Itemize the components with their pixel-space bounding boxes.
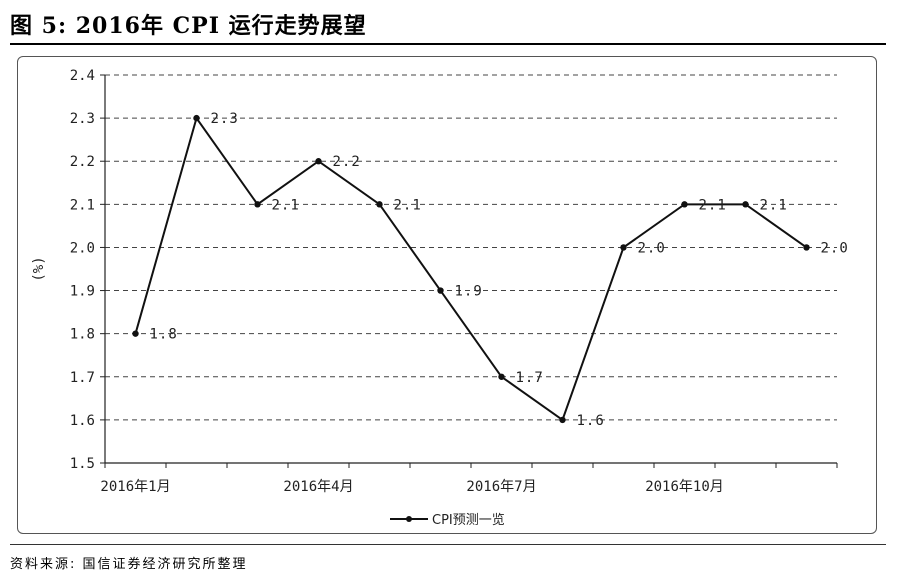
data-label: 2.3 [211, 111, 239, 127]
axes [100, 74, 838, 468]
y-tick-label: 2.1 [70, 197, 95, 213]
legend-marker [406, 516, 412, 522]
y-tick-labels: 1.5 1.6 1.7 1.8 1.9 2.0 2.1 2.2 2.3 2.4 [70, 68, 95, 472]
y-tick-label: 1.8 [70, 327, 95, 343]
y-tick-label: 2.2 [70, 154, 95, 170]
x-tick-label: 2016年10月 [645, 479, 724, 495]
y-tick-label: 1.5 [70, 456, 95, 472]
legend: CPI预测一览 [390, 512, 505, 528]
data-point [559, 416, 566, 424]
y-tick-label: 2.0 [70, 240, 95, 256]
data-label: 2.1 [272, 197, 300, 213]
legend-label: CPI预测一览 [432, 512, 505, 528]
title-divider [10, 43, 886, 45]
data-point [193, 114, 200, 122]
data-point [437, 287, 444, 294]
series-layer: 1.8 2.3 2.1 2.2 2.1 1.9 1.7 1.6 2.0 2.1 2.1 2.0 [132, 111, 848, 429]
series-line [134, 115, 808, 422]
y-tick-label: 2.4 [70, 68, 95, 84]
data-label: 2.0 [638, 240, 666, 256]
data-label: 1.8 [150, 327, 178, 343]
data-label: 2.1 [394, 197, 422, 213]
data-label: 1.6 [577, 413, 605, 429]
y-tick-label: 1.6 [70, 413, 95, 429]
data-label: 2.1 [760, 197, 788, 213]
data-point [803, 244, 810, 251]
data-point [376, 201, 383, 208]
x-tick-label: 2016年7月 [466, 479, 536, 495]
data-point [254, 201, 261, 208]
figure-title: 图 5: 2016年 CPI 运行走势展望 [10, 13, 367, 39]
data-point [742, 201, 749, 208]
y-tick-label: 1.7 [70, 370, 95, 386]
data-label: 1.9 [455, 284, 483, 300]
source-divider [10, 544, 886, 545]
data-label: 1.7 [516, 370, 544, 386]
x-tick-label: 2016年4月 [283, 479, 353, 495]
y-axis-label: (%) [31, 256, 47, 281]
data-point [315, 158, 322, 165]
data-point [498, 373, 505, 380]
data-label: 2.0 [821, 240, 849, 256]
y-tick-label: 1.9 [70, 284, 95, 300]
x-tick-label: 2016年1月 [100, 479, 170, 495]
data-label: 2.1 [699, 197, 727, 213]
source-note: 资料来源: 国信证券经济研究所整理 [10, 557, 248, 572]
data-point [132, 330, 139, 337]
chart-panel [17, 56, 877, 534]
data-label: 2.2 [333, 154, 361, 170]
y-tick-label: 2.3 [70, 111, 95, 127]
data-point [681, 201, 688, 208]
x-tick-labels: 2016年1月 2016年4月 2016年7月 2016年10月 [100, 479, 723, 495]
data-point [620, 244, 627, 251]
